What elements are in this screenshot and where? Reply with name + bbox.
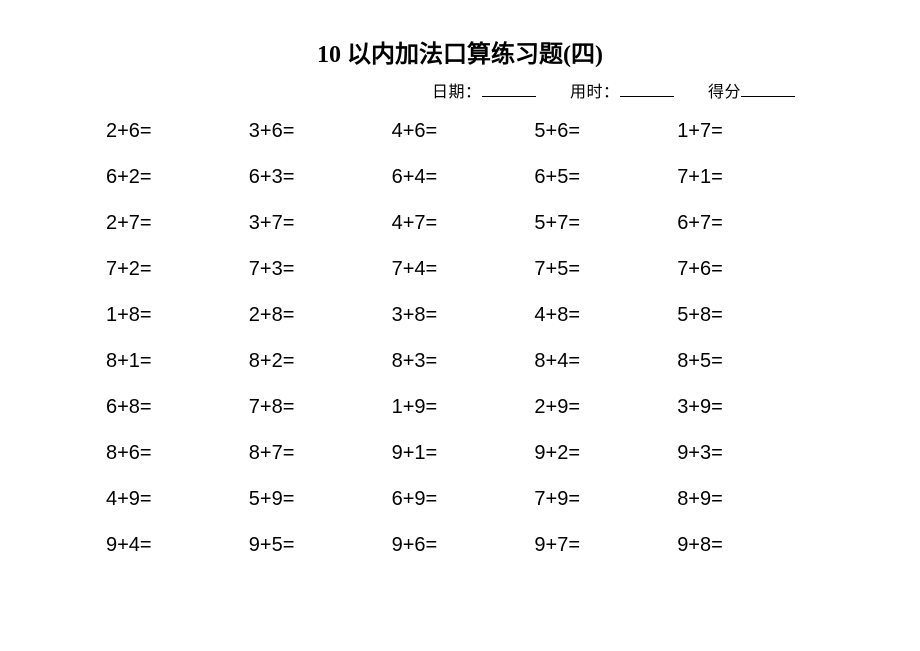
- problem-cell: 6+9=: [392, 488, 535, 511]
- problem-cell: 7+8=: [249, 396, 392, 419]
- problem-cell: 7+5=: [534, 258, 677, 281]
- problem-cell: 2+7=: [106, 212, 249, 235]
- problem-cell: 9+1=: [392, 442, 535, 465]
- problem-cell: 6+8=: [106, 396, 249, 419]
- problem-cell: 8+9=: [677, 488, 820, 511]
- problem-cell: 4+8=: [534, 304, 677, 327]
- problem-cell: 2+8=: [249, 304, 392, 327]
- problem-cell: 7+3=: [249, 258, 392, 281]
- problem-row: 6+8=7+8=1+9=2+9=3+9=: [106, 396, 820, 419]
- problem-row: 6+2=6+3=6+4=6+5=7+1=: [106, 166, 820, 189]
- problem-cell: 4+7=: [392, 212, 535, 235]
- problem-grid: 2+6=3+6=4+6=5+6=1+7= 6+2=6+3=6+4=6+5=7+1=…: [106, 120, 820, 557]
- problem-cell: 6+3=: [249, 166, 392, 189]
- problem-cell: 9+7=: [534, 534, 677, 557]
- problem-cell: 5+9=: [249, 488, 392, 511]
- problem-cell: 4+6=: [392, 120, 535, 143]
- problem-cell: 6+2=: [106, 166, 249, 189]
- date-blank: [482, 96, 536, 97]
- problem-cell: 1+9=: [392, 396, 535, 419]
- problem-row: 8+1=8+2=8+3=8+4=8+5=: [106, 350, 820, 373]
- problem-row: 2+7=3+7=4+7=5+7=6+7=: [106, 212, 820, 235]
- problem-cell: 6+5=: [534, 166, 677, 189]
- problem-row: 9+4=9+5=9+6=9+7=9+8=: [106, 534, 820, 557]
- problem-cell: 9+6=: [392, 534, 535, 557]
- worksheet-title: 10 以内加法口算练习题(四): [0, 34, 920, 69]
- problem-cell: 7+9=: [534, 488, 677, 511]
- problem-row: 4+9=5+9=6+9=7+9=8+9=: [106, 488, 820, 511]
- problem-cell: 9+5=: [249, 534, 392, 557]
- problem-cell: 6+7=: [677, 212, 820, 235]
- problem-cell: 2+9=: [534, 396, 677, 419]
- problem-row: 8+6=8+7=9+1=9+2=9+3=: [106, 442, 820, 465]
- problem-cell: 6+4=: [392, 166, 535, 189]
- problem-cell: 9+3=: [677, 442, 820, 465]
- problem-cell: 8+4=: [534, 350, 677, 373]
- problem-cell: 9+8=: [677, 534, 820, 557]
- problem-cell: 7+4=: [392, 258, 535, 281]
- problem-cell: 7+1=: [677, 166, 820, 189]
- problem-cell: 8+6=: [106, 442, 249, 465]
- problem-cell: 5+7=: [534, 212, 677, 235]
- problem-cell: 5+8=: [677, 304, 820, 327]
- time-label: 用时：: [570, 84, 620, 101]
- problem-cell: 3+6=: [249, 120, 392, 143]
- problem-cell: 8+2=: [249, 350, 392, 373]
- info-row: 日期： 用时： 得分: [430, 78, 795, 102]
- problem-cell: 8+3=: [392, 350, 535, 373]
- problem-row: 7+2=7+3=7+4=7+5=7+6=: [106, 258, 820, 281]
- problem-cell: 1+8=: [106, 304, 249, 327]
- problem-cell: 9+2=: [534, 442, 677, 465]
- problem-cell: 7+6=: [677, 258, 820, 281]
- time-blank: [620, 96, 674, 97]
- problem-cell: 8+7=: [249, 442, 392, 465]
- problem-cell: 7+2=: [106, 258, 249, 281]
- problem-cell: 3+8=: [392, 304, 535, 327]
- problem-cell: 1+7=: [677, 120, 820, 143]
- problem-cell: 8+1=: [106, 350, 249, 373]
- problem-row: 1+8=2+8=3+8=4+8=5+8=: [106, 304, 820, 327]
- score-label: 得分: [708, 84, 741, 101]
- problem-cell: 4+9=: [106, 488, 249, 511]
- score-blank: [741, 96, 795, 97]
- problem-cell: 5+6=: [534, 120, 677, 143]
- problem-cell: 2+6=: [106, 120, 249, 143]
- problem-cell: 3+7=: [249, 212, 392, 235]
- problem-cell: 9+4=: [106, 534, 249, 557]
- problem-cell: 8+5=: [677, 350, 820, 373]
- date-label: 日期：: [432, 84, 482, 101]
- problem-cell: 3+9=: [677, 396, 820, 419]
- problem-row: 2+6=3+6=4+6=5+6=1+7=: [106, 120, 820, 143]
